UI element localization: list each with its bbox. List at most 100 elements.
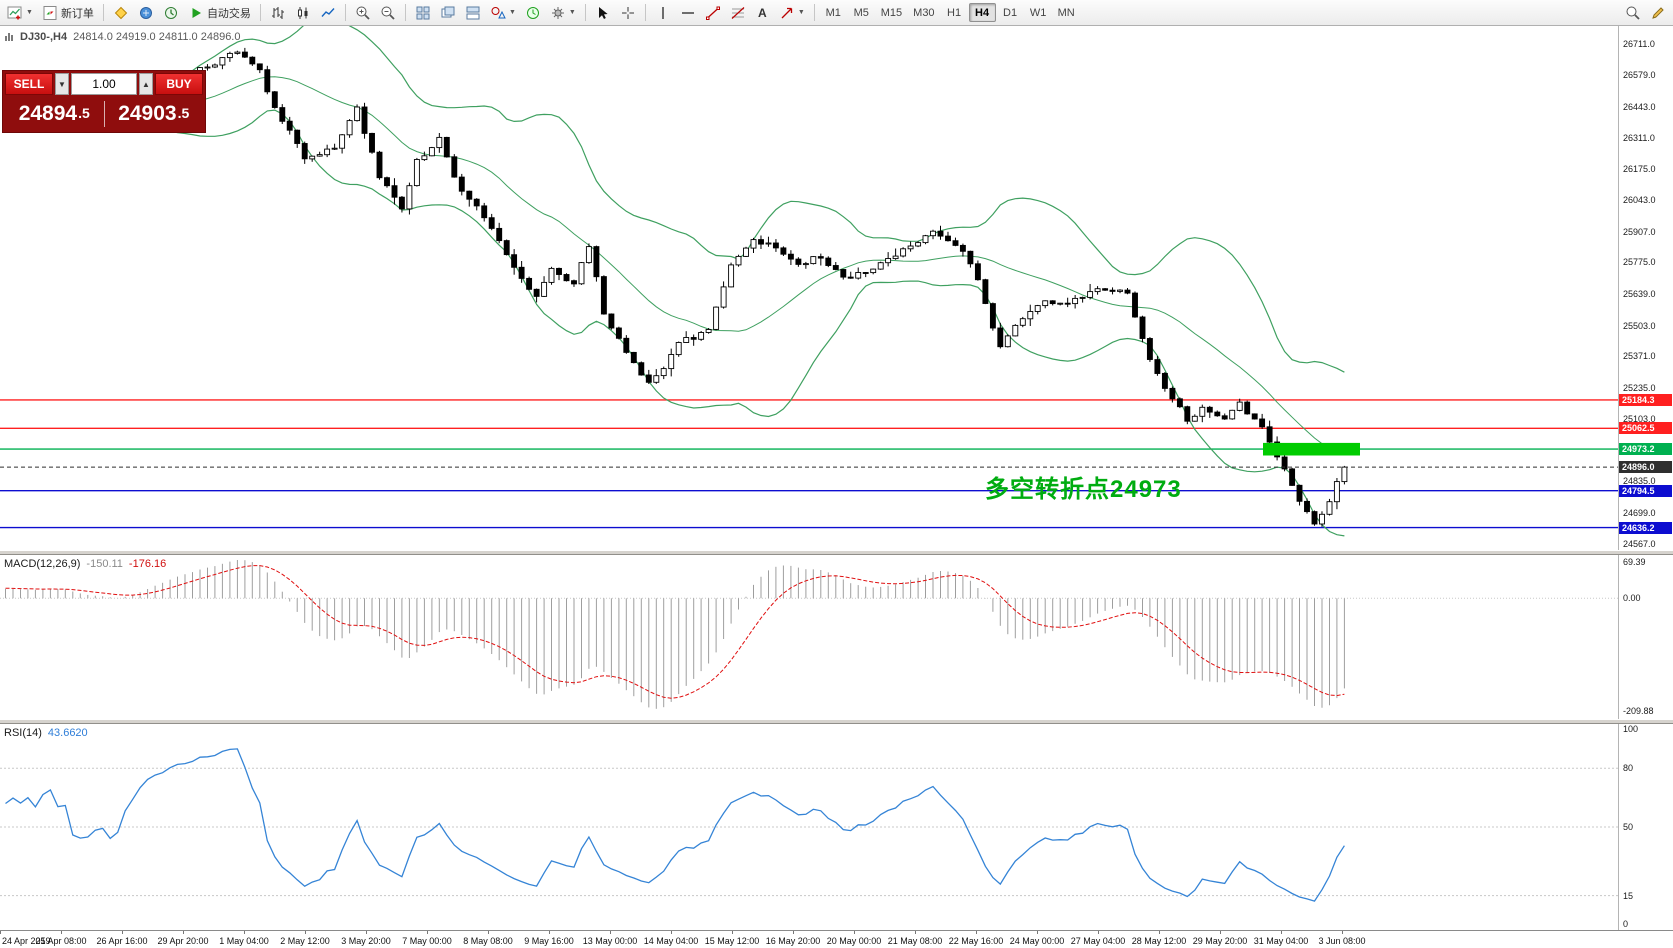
time-axis[interactable]: 24 Apr 2019 25 Apr 08:00 26 Apr 16:00 29 Ap… xyxy=(0,930,1673,948)
zoom-out-icon xyxy=(381,6,395,20)
cascade-windows-button[interactable] xyxy=(436,2,460,23)
time-axis-label: 3 May 20:00 xyxy=(341,936,391,946)
arrange-windows-button[interactable] xyxy=(461,2,485,23)
crosshair-tool-button[interactable] xyxy=(616,2,640,23)
tile-windows-button[interactable] xyxy=(411,2,435,23)
history-button[interactable] xyxy=(159,2,183,23)
price-axis-label: 24699.0 xyxy=(1623,508,1656,518)
symbol-name: DJ30-,H4 xyxy=(20,31,68,43)
buy-button[interactable]: BUY xyxy=(155,73,203,95)
price-divider xyxy=(103,100,105,127)
price-level-badge: 24973.2 xyxy=(1619,443,1672,455)
autotrading-button[interactable]: 自动交易 xyxy=(184,2,255,23)
cursor-tool-button[interactable] xyxy=(591,2,615,23)
bar-chart-mode-button[interactable] xyxy=(266,2,290,23)
period-clock-button[interactable] xyxy=(521,2,545,23)
price-axis[interactable]: 26711.0 26579.0 26443.0 26311.0 26175.0 26043… xyxy=(1618,26,1673,550)
insert-objects-button[interactable]: ▼ xyxy=(486,2,520,23)
line-chart-icon xyxy=(321,7,335,17)
zoom-out-button[interactable] xyxy=(376,2,400,23)
candlestick-mode-button[interactable] xyxy=(291,2,315,23)
timeframe-m5[interactable]: M5 xyxy=(853,6,869,19)
buy-price[interactable]: 24903.5 xyxy=(105,102,204,126)
timeframe-h1[interactable]: H1 xyxy=(947,6,962,19)
line-chart-mode-button[interactable] xyxy=(316,2,340,23)
time-tick xyxy=(549,931,550,934)
separator xyxy=(404,4,406,21)
macd-chart[interactable] xyxy=(0,555,1618,719)
macd-axis[interactable]: 69.39 0.00 -209.88 xyxy=(1618,555,1673,719)
zoom-in-button[interactable] xyxy=(351,2,375,23)
new-chart-button[interactable]: ▼ xyxy=(3,2,37,23)
time-tick xyxy=(732,931,733,934)
price-axis-label: 26443.0 xyxy=(1623,102,1656,112)
separator xyxy=(344,4,346,21)
crosshair-icon xyxy=(621,6,634,19)
timeframe-d1[interactable]: D1 xyxy=(1003,6,1018,19)
separator xyxy=(259,4,261,21)
chart-settings-button[interactable]: ▼ xyxy=(546,2,580,23)
time-axis-label: 7 May 00:00 xyxy=(402,936,452,946)
price-axis-label: 26043.0 xyxy=(1623,195,1656,205)
sell-button[interactable]: SELL xyxy=(5,73,53,95)
time-axis-label: 25 Apr 08:00 xyxy=(35,936,87,946)
trendline-tool-button[interactable] xyxy=(701,2,725,23)
profiles-button[interactable] xyxy=(134,2,158,23)
new-order-button[interactable]: 新订单 xyxy=(38,2,98,23)
separator xyxy=(813,4,815,21)
search-button[interactable] xyxy=(1621,2,1645,23)
volume-input[interactable] xyxy=(71,73,137,95)
price-axis-label: 24835.0 xyxy=(1623,476,1656,486)
timeframe-m1[interactable]: M1 xyxy=(825,6,841,19)
text-tool-button[interactable]: A xyxy=(751,2,774,23)
timeframe-w1[interactable]: W1 xyxy=(1029,6,1047,19)
volume-increase-button[interactable]: ▲ xyxy=(139,73,153,95)
time-axis-label: 24 Apr 2019 xyxy=(2,936,51,946)
rsi-axis[interactable]: 100 80 50 15 0 xyxy=(1618,724,1673,930)
rsi-name: RSI(14) xyxy=(4,727,42,739)
timeframe-mn[interactable]: MN xyxy=(1057,6,1075,19)
macd-name: MACD(12,26,9) xyxy=(4,558,81,570)
time-axis-label: 3 Jun 08:00 xyxy=(1318,936,1366,946)
time-axis-label: 13 May 00:00 xyxy=(582,936,638,946)
price-axis-label: 25235.0 xyxy=(1623,383,1656,393)
time-tick xyxy=(1220,931,1221,934)
panel-splitter[interactable] xyxy=(0,550,1673,555)
arrows-tool-button[interactable]: ▼ xyxy=(775,2,809,23)
panel-splitter[interactable] xyxy=(0,719,1673,724)
time-axis-label: 20 May 00:00 xyxy=(826,936,882,946)
time-axis-label: 8 May 08:00 xyxy=(463,936,513,946)
text-icon: A xyxy=(757,5,767,20)
time-axis-label: 28 May 12:00 xyxy=(1131,936,1187,946)
candlestick-chart[interactable] xyxy=(0,26,1618,550)
time-tick xyxy=(671,931,672,934)
edit-button[interactable] xyxy=(1646,2,1670,23)
time-axis-label: 26 Apr 16:00 xyxy=(96,936,148,946)
pencil-icon xyxy=(1652,6,1664,19)
sell-price[interactable]: 24894.5 xyxy=(5,102,104,126)
timeframe-m30[interactable]: M30 xyxy=(913,6,935,19)
fibonacci-tool-button[interactable] xyxy=(726,2,750,23)
timeframe-h4[interactable]: H4 xyxy=(968,3,996,22)
timeframe-m15[interactable]: M15 xyxy=(880,6,903,19)
volume-decrease-button[interactable]: ▼ xyxy=(55,73,69,95)
templates-button[interactable] xyxy=(109,2,133,23)
time-axis-label: 2 May 12:00 xyxy=(280,936,330,946)
vertical-line-tool-button[interactable] xyxy=(651,2,675,23)
time-tick xyxy=(1098,931,1099,934)
rsi-chart[interactable] xyxy=(0,724,1618,930)
horizontal-line-tool-button[interactable] xyxy=(676,2,700,23)
separator xyxy=(644,4,646,21)
rsi-panel[interactable]: RSI(14) 43.6620 xyxy=(0,724,1618,930)
time-axis-label: 21 May 08:00 xyxy=(887,936,943,946)
macd-panel[interactable]: MACD(12,26,9) -150.11 -176.16 xyxy=(0,555,1618,719)
buy-price-main: 24903 xyxy=(118,101,177,125)
price-chart-canvas[interactable]: DJ30-,H4 24814.0 24919.0 24811.0 24896.0… xyxy=(0,26,1618,550)
profiles-icon xyxy=(139,6,152,19)
vertical-line-icon xyxy=(662,6,664,19)
sell-price-frac: .5 xyxy=(78,104,90,121)
price-level-badge: 24896.0 xyxy=(1619,461,1672,473)
time-tick xyxy=(1037,931,1038,934)
time-tick xyxy=(793,931,794,934)
